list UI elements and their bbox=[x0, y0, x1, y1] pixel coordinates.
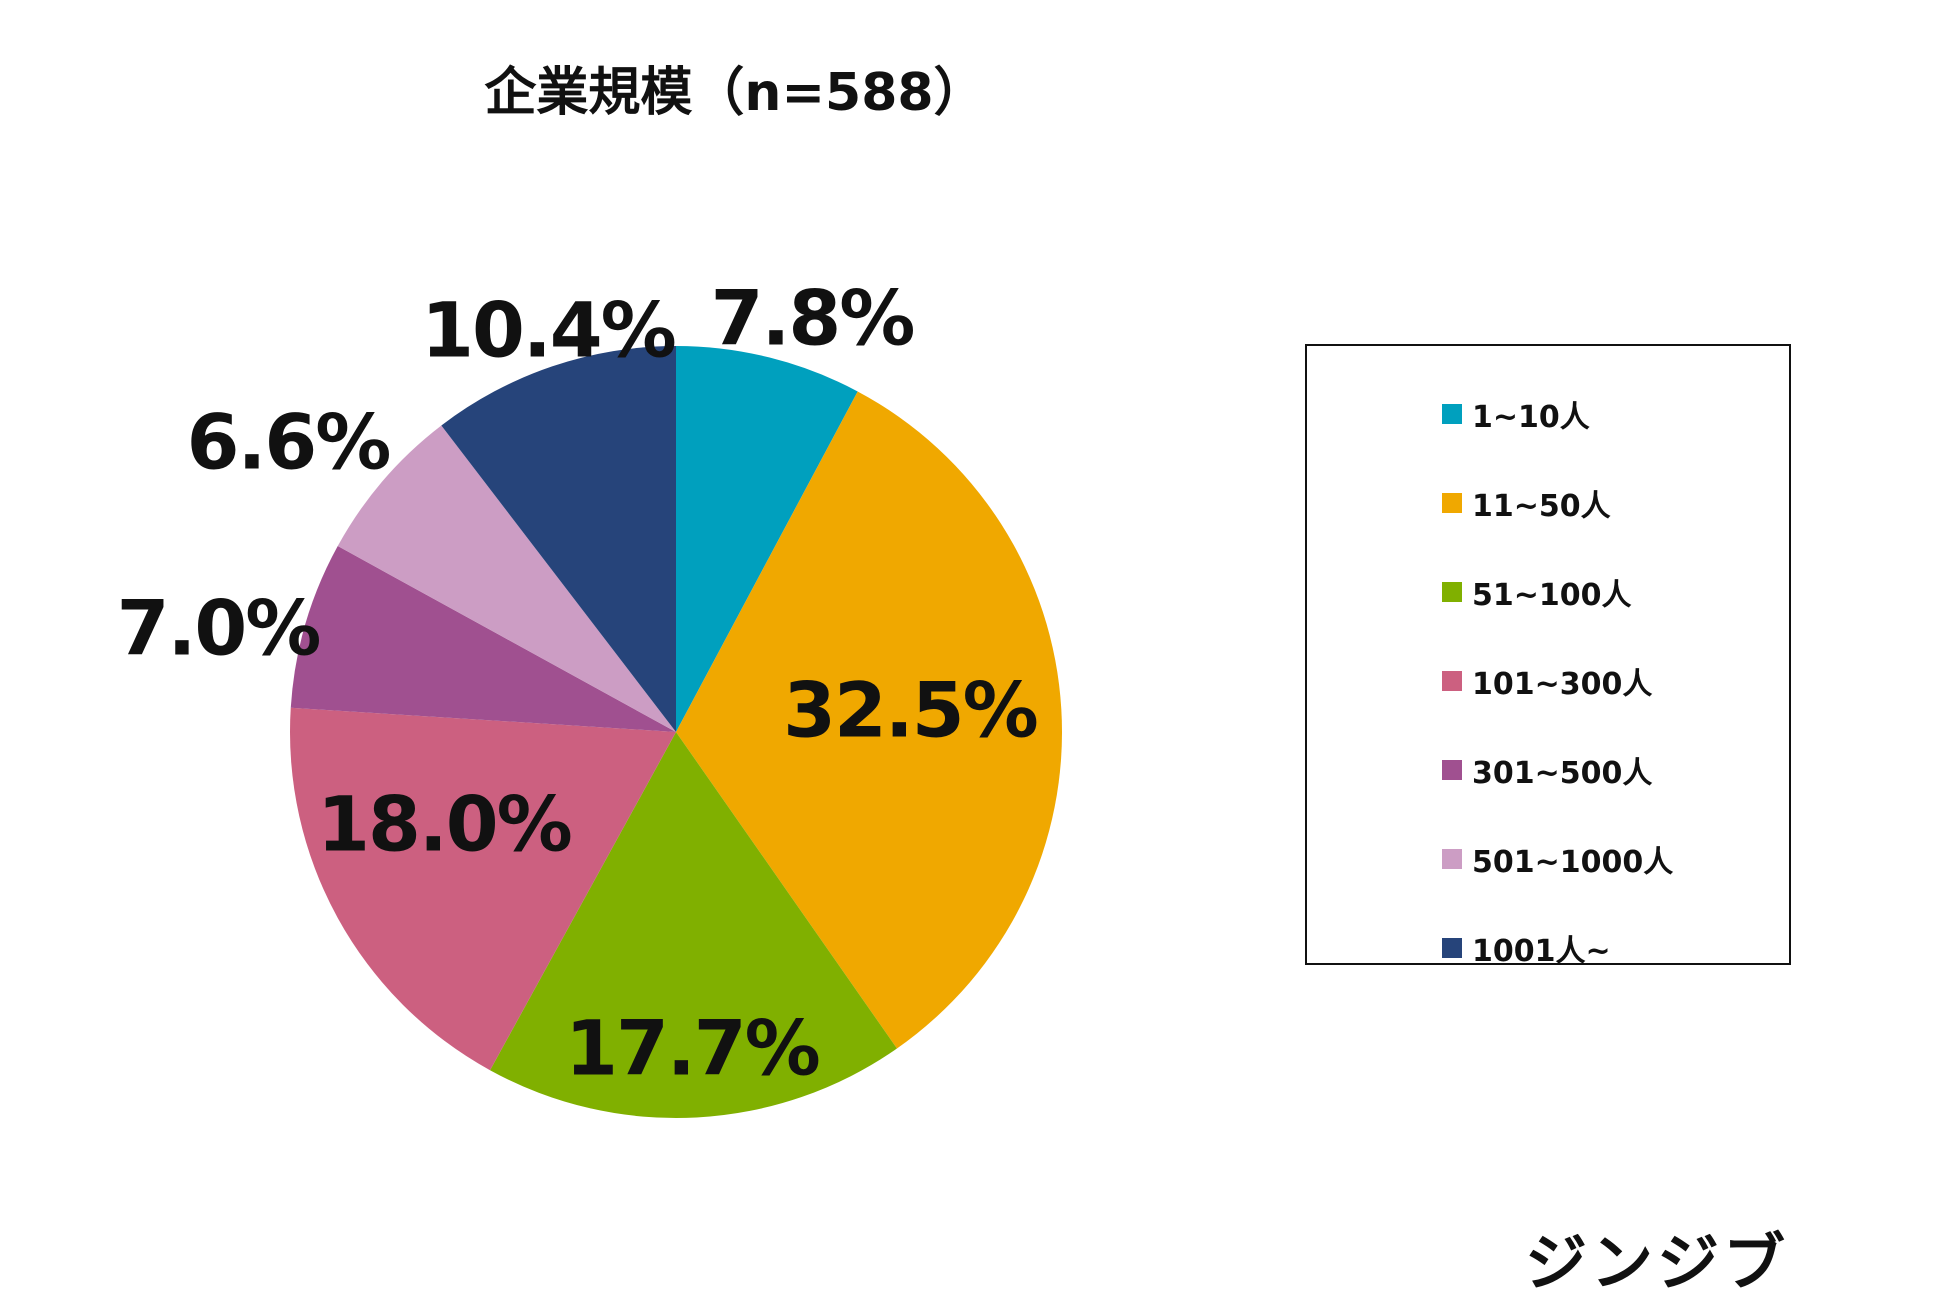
legend-item: 1~10人 bbox=[1442, 394, 1590, 435]
slice-label-4: 18.0% bbox=[317, 780, 571, 869]
legend-item: 101~300人 bbox=[1442, 661, 1653, 702]
legend-swatch bbox=[1442, 760, 1462, 780]
pie-slice-2 bbox=[676, 391, 1062, 1049]
legend-swatch bbox=[1442, 938, 1462, 958]
legend-swatch bbox=[1442, 849, 1462, 869]
legend-swatch bbox=[1442, 582, 1462, 602]
legend-item: 1001人~ bbox=[1442, 928, 1611, 969]
legend-label: 101~300人 bbox=[1472, 667, 1653, 702]
pie-slice-1 bbox=[676, 346, 858, 732]
legend-label: 501~1000人 bbox=[1472, 845, 1674, 880]
pie-slice-3 bbox=[490, 732, 897, 1118]
pie-slice-7 bbox=[441, 346, 676, 732]
legend-item: 301~500人 bbox=[1442, 750, 1653, 791]
slice-label-3: 17.7% bbox=[565, 1004, 819, 1093]
legend-swatch bbox=[1442, 404, 1462, 424]
slice-label-6: 6.6% bbox=[187, 398, 390, 487]
legend-label: 1~10人 bbox=[1472, 400, 1590, 435]
pie-slice-5 bbox=[290, 546, 676, 732]
pie-slice-4 bbox=[289, 707, 676, 1071]
legend-item: 501~1000人 bbox=[1442, 839, 1674, 880]
slice-label-7: 10.4% bbox=[421, 286, 675, 375]
slice-label-2: 32.5% bbox=[783, 666, 1037, 755]
legend-label: 11~50人 bbox=[1472, 489, 1611, 524]
pie-slice-6 bbox=[337, 425, 676, 732]
legend-item: 51~100人 bbox=[1442, 572, 1632, 613]
legend: 1~10人 11~50人 51~100人 101~300人 301~500人 501~10… bbox=[1305, 344, 1791, 969]
brand-logo: ジンジブ bbox=[1525, 1226, 1790, 1299]
chart-title: 企業規模（n=588） bbox=[484, 63, 986, 123]
legend-item: 11~50人 bbox=[1442, 483, 1611, 524]
legend-swatch bbox=[1442, 671, 1462, 691]
slice-label-1: 7.8% bbox=[711, 274, 914, 363]
legend-label: 51~100人 bbox=[1472, 578, 1632, 613]
legend-swatch bbox=[1442, 493, 1462, 513]
slice-label-5: 7.0% bbox=[117, 584, 320, 673]
legend-label: 1001人~ bbox=[1472, 934, 1611, 969]
legend-label: 301~500人 bbox=[1472, 756, 1653, 791]
